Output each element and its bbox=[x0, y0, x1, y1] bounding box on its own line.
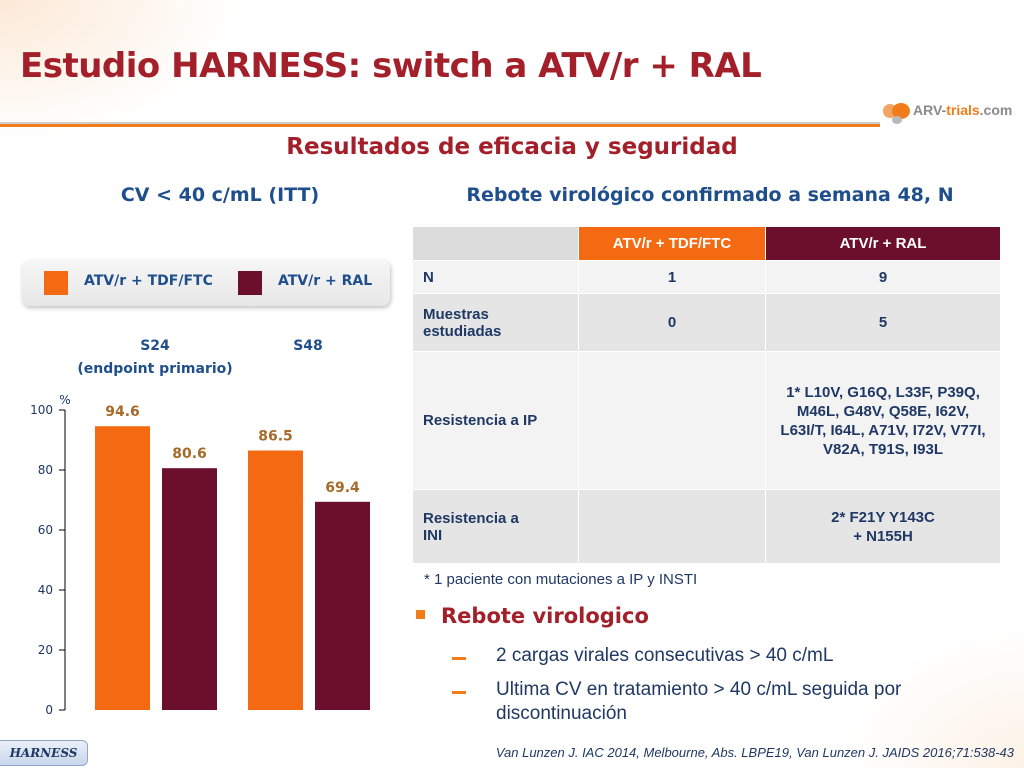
table-footnote: * 1 paciente con mutaciones a IP y INSTI bbox=[424, 571, 698, 588]
bar bbox=[95, 426, 150, 710]
bullet-item: 2 cargas virales consecutivas > 40 c/mL bbox=[452, 644, 956, 668]
row-label: Resistencia a IP bbox=[412, 351, 579, 490]
bar-data-label: 80.6 bbox=[172, 446, 207, 462]
y-tick-label: 0 bbox=[45, 703, 53, 717]
bullet-item: Ultima CV en tratamiento > 40 c/mL segui… bbox=[452, 678, 956, 726]
cell-ral: 2* F21Y Y143C + N155H bbox=[765, 489, 1001, 564]
category-label: (endpoint primario) bbox=[77, 361, 232, 377]
chart-heading: CV < 40 c/mL (ITT) bbox=[120, 184, 320, 206]
y-tick-label: 40 bbox=[38, 583, 53, 597]
cell-ral: 1* L10V, G16Q, L33F, P39Q, M46L, G48V, Q… bbox=[765, 351, 1001, 490]
row-label: Resistencia a INI bbox=[412, 489, 579, 564]
citation: Van Lunzen J. IAC 2014, Melbourne, Abs. … bbox=[495, 745, 1014, 760]
y-tick-label: 20 bbox=[38, 643, 53, 657]
cell-ral: 9 bbox=[765, 260, 1001, 294]
logo-icon bbox=[883, 103, 910, 124]
row-label: N bbox=[412, 260, 579, 294]
dash-icon bbox=[452, 691, 466, 694]
table-header-empty bbox=[412, 226, 579, 261]
logo-text: ARV-trials.com bbox=[913, 102, 1013, 118]
efficacy-bar-chart: 0 20 40 60 80 100% S24 (endpoint primario) S48 94… bbox=[30, 338, 370, 717]
table-heading: Rebote virológico confirmado a semana 48… bbox=[466, 184, 954, 206]
bar bbox=[162, 468, 217, 710]
table-row: Muestras estudiadas 0 5 bbox=[412, 293, 1001, 352]
resistance-table: ATV/r + TDF/FTC ATV/r + RAL N 1 9 Muestr… bbox=[412, 226, 1001, 564]
row-label: Muestras estudiadas bbox=[412, 293, 579, 352]
bullet-heading: Rebote virologico bbox=[416, 604, 649, 628]
bullet-square-icon bbox=[416, 609, 425, 619]
cell-tdf bbox=[578, 351, 766, 490]
title-accent-rule bbox=[0, 124, 880, 127]
arv-trials-logo: ARV-trials.com bbox=[880, 98, 1020, 128]
y-tick-label: 100 bbox=[30, 403, 53, 417]
bar-data-label: 94.6 bbox=[105, 404, 140, 420]
table-header-ral: ATV/r + RAL bbox=[765, 226, 1001, 261]
table-header-row: ATV/r + TDF/FTC ATV/r + RAL bbox=[412, 226, 1001, 261]
chart-legend: ATV/r + TDF/FTC ATV/r + RAL bbox=[22, 260, 390, 306]
table-header-tdf: ATV/r + TDF/FTC bbox=[578, 226, 766, 261]
cell-tdf: 1 bbox=[578, 260, 766, 294]
cell-ral: 5 bbox=[765, 293, 1001, 352]
category-label: S24 bbox=[140, 338, 170, 354]
table-row: Resistencia a IP 1* L10V, G16Q, L33F, P3… bbox=[412, 351, 1001, 490]
y-tick-label: 60 bbox=[38, 523, 53, 537]
bar-data-label: 86.5 bbox=[258, 429, 293, 445]
dash-icon bbox=[452, 657, 466, 660]
title-rule bbox=[0, 122, 880, 124]
legend-label-tdf: ATV/r + TDF/FTC bbox=[84, 273, 213, 289]
bar-data-label: 69.4 bbox=[325, 480, 360, 496]
table-row: N 1 9 bbox=[412, 260, 1001, 294]
y-tick-label: 80 bbox=[38, 463, 53, 477]
section-subtitle: Resultados de eficacia y seguridad bbox=[286, 134, 738, 160]
study-badge: HARNESS bbox=[0, 740, 88, 766]
legend-swatch-ral bbox=[238, 271, 262, 295]
bar bbox=[315, 501, 370, 710]
bar bbox=[248, 450, 303, 710]
legend-label-ral: ATV/r + RAL bbox=[278, 273, 373, 289]
y-axis-label: % bbox=[59, 393, 70, 407]
slide-title: Estudio HARNESS: switch a ATV/r + RAL bbox=[20, 46, 762, 86]
table-row: Resistencia a INI 2* F21Y Y143C + N155H bbox=[412, 489, 1001, 564]
legend-swatch-tdf bbox=[44, 271, 68, 295]
cell-tdf: 0 bbox=[578, 293, 766, 352]
cell-tdf bbox=[578, 489, 766, 564]
category-label: S48 bbox=[293, 338, 323, 354]
